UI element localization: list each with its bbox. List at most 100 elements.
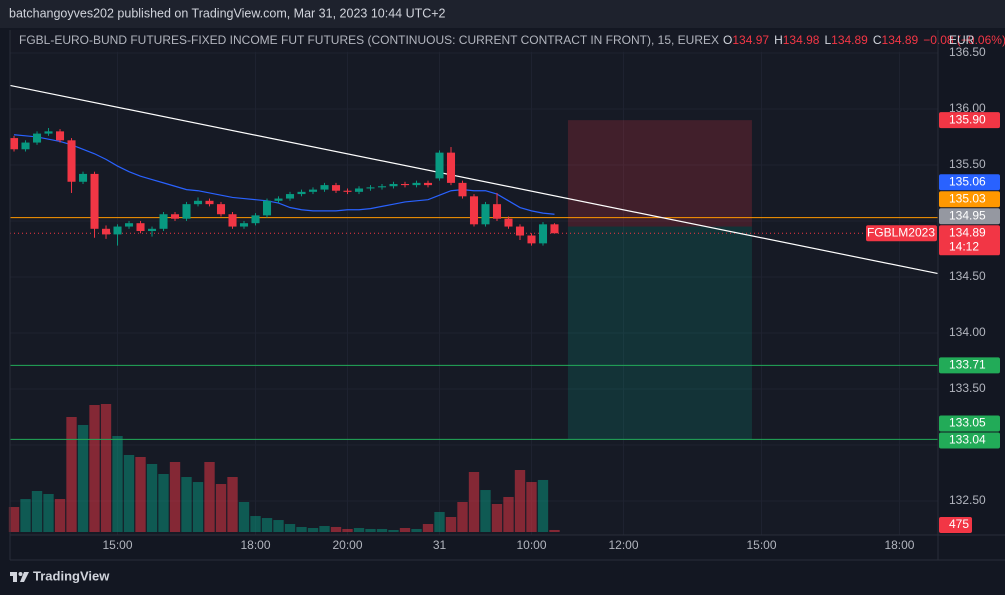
volume-bar (342, 528, 353, 532)
legend-title: FGBL-EURO-BUND FUTURES-FIXED INCOME FUT … (19, 33, 719, 47)
volume-bar (365, 528, 376, 532)
stop-zone (567, 120, 752, 227)
x-tick-label: 12:00 (608, 538, 638, 552)
candle-body (78, 173, 88, 182)
volume-bar (181, 477, 192, 532)
volume-bar (100, 403, 112, 532)
candle-body (458, 182, 467, 197)
candle-body (550, 224, 559, 234)
volume-bar (549, 529, 560, 532)
legend-key: L (824, 33, 831, 47)
candle-body (44, 131, 53, 134)
y-tick-label: 136.00 (949, 101, 986, 115)
candle-body (366, 187, 375, 189)
candle-body (504, 218, 513, 227)
candle-body (492, 204, 502, 219)
candle-body (423, 182, 433, 186)
volume-bar (8, 507, 20, 532)
volume-bar (422, 524, 434, 532)
x-tick-label: 18:00 (884, 538, 914, 552)
volume-bar (54, 499, 66, 532)
x-tick-label: 18:00 (240, 538, 270, 552)
volume-bar (261, 518, 273, 532)
volume-bar (330, 526, 342, 532)
volume-bar (112, 435, 123, 532)
trendline (9, 84, 939, 275)
volume-bar (273, 520, 284, 532)
candle-body (239, 223, 249, 227)
candle-body (10, 138, 19, 150)
volume-bar (250, 516, 261, 532)
price-label-bg (939, 432, 1000, 449)
candle-body (331, 185, 341, 191)
candle-body (193, 200, 203, 205)
top-bar (0, 0, 1005, 28)
plot (8, 84, 939, 532)
volume-bar (411, 528, 422, 532)
price-label: 133.05 (949, 416, 986, 430)
price-label: 135.03 (949, 191, 986, 205)
candle-body (354, 188, 364, 192)
volume-bar (307, 528, 319, 532)
volume-bar (77, 424, 89, 532)
candle-body (147, 228, 157, 232)
symbol-tag: FGBLM2023 (867, 225, 935, 239)
y-tick-label: 134.50 (949, 269, 986, 283)
x-tick-label: 10:00 (516, 538, 546, 552)
volume-bar (284, 524, 296, 532)
legend-ohlc: O134.97 H134.98 L134.89 C134.89 (723, 33, 919, 47)
volume-bar (399, 528, 411, 532)
candle-body (538, 224, 548, 244)
price-label-bg (939, 112, 1000, 129)
volume-bar (238, 501, 250, 532)
candle-body (182, 204, 191, 219)
legend-key: C (873, 33, 882, 47)
volume-bar (43, 494, 54, 532)
volume-bar (434, 511, 445, 532)
volume-bar (526, 482, 537, 532)
candle-body (216, 204, 226, 215)
axes: 132.50133.00133.50134.00134.50135.00135.… (103, 45, 1000, 552)
y-tick-label: 132.50 (949, 493, 986, 507)
candle-body (21, 142, 30, 150)
y-tick-label: 133.50 (949, 381, 986, 395)
countdown: 14:12 (949, 239, 979, 253)
volume-label-bg (939, 517, 972, 533)
candle-body (297, 191, 306, 195)
volume-bar (227, 477, 238, 532)
candle-body (515, 226, 525, 236)
volume-bar (192, 482, 204, 532)
candle-body (446, 152, 456, 183)
x-tick-label: 20:00 (332, 538, 362, 552)
y-tick-label: 136.50 (949, 45, 986, 59)
brand: TradingView (33, 568, 110, 583)
legend-change: −0.08 (−0.06%) (923, 33, 1005, 47)
logo-part (18, 572, 23, 576)
price-label-bg (939, 191, 1000, 208)
volume-bar (204, 462, 215, 532)
volume-bar (491, 503, 503, 532)
legend-key: O (723, 33, 732, 47)
candle-body (262, 200, 272, 216)
price-label-bg (939, 225, 1000, 256)
volume-bar (146, 464, 158, 532)
price-label: 133.04 (949, 433, 986, 447)
volume-bar (319, 526, 330, 532)
candle-body (308, 189, 318, 192)
candle-body (251, 215, 260, 224)
candle-body (159, 214, 168, 229)
legend-value: 134.98 (783, 33, 820, 47)
volume-bar (20, 499, 31, 532)
candle-body (400, 183, 410, 186)
price-label-bg (939, 208, 1000, 225)
volume-bar (215, 484, 227, 532)
legend: FGBL-EURO-BUND FUTURES-FIXED INCOME FUT … (19, 33, 1005, 47)
price-label: 134.89 (949, 225, 986, 239)
candle-body (274, 198, 283, 201)
volume-bar (66, 416, 77, 532)
symbol-tag-bg (866, 225, 937, 242)
volume-bar (503, 496, 514, 532)
volume-bar (89, 405, 100, 532)
volume-label: 475 (949, 517, 969, 531)
candle-body (228, 214, 237, 227)
